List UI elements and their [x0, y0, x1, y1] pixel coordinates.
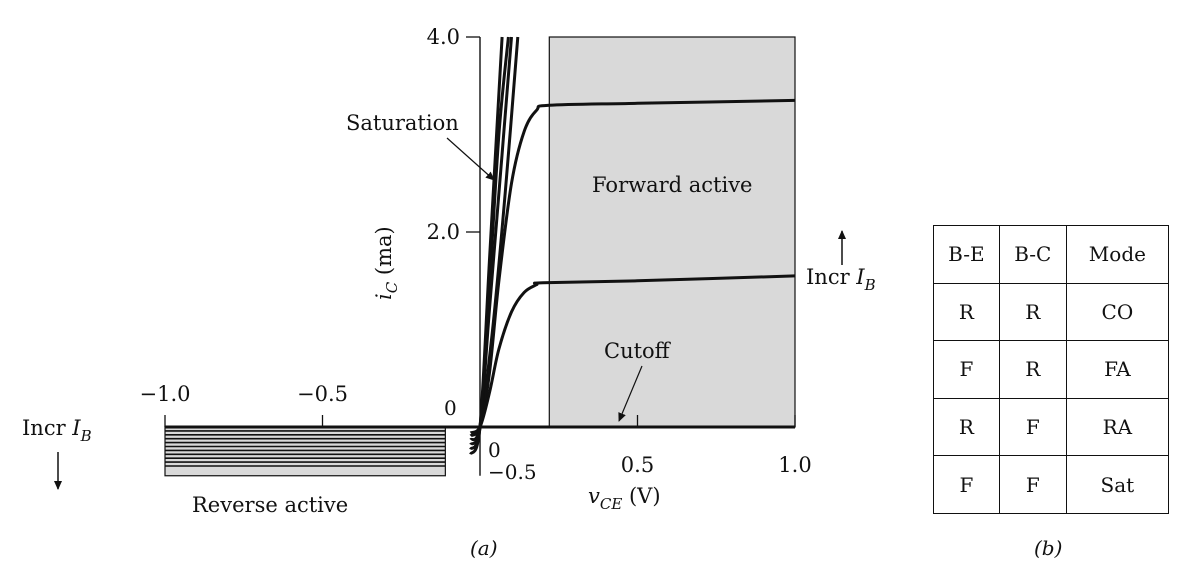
caption-b: (b)	[1034, 536, 1063, 560]
y-zero-label: 0	[444, 396, 457, 420]
table-header-cell: B-C	[998, 225, 1067, 284]
table-cell: R	[933, 282, 1000, 342]
table-cell: F	[998, 397, 1067, 457]
table-cell: Sat	[1065, 455, 1170, 514]
saturation-arrow	[446, 137, 495, 181]
junction-mode-table: B-E B-C Mode R R CO F R FA R F RA F F Sa…	[933, 225, 1170, 514]
ic-curve	[469, 98, 796, 438]
table-cell: RA	[1065, 397, 1170, 457]
table-cell: R	[998, 340, 1067, 399]
table-row: R R CO	[933, 282, 1170, 342]
axis-ticks	[164, 36, 796, 427]
x-tick-label: 1.0	[778, 453, 811, 477]
ic-curves	[165, 36, 796, 456]
table-cell: CO	[1065, 282, 1170, 342]
x-axis-label: vCE (V)	[588, 484, 661, 513]
x-tick-label: −1.0	[140, 382, 191, 406]
table-cell: F	[933, 340, 1000, 399]
table-header-cell: B-E	[933, 225, 1000, 284]
table-cell: R	[933, 397, 1000, 457]
table-cell: F	[998, 455, 1067, 514]
reverse-active-label: Reverse active	[192, 493, 348, 517]
reverse-active-curves	[165, 430, 446, 467]
saturation-label: Saturation	[346, 111, 459, 135]
forward-active-label: Forward active	[592, 173, 752, 197]
incr-ib-left-label: Incr IB	[22, 416, 92, 445]
caption-a: (a)	[470, 536, 498, 560]
ic-curve	[469, 274, 796, 435]
y-tick-label: 4.0	[427, 25, 460, 49]
x-zero-label: 0	[488, 438, 501, 462]
forward-active-region	[548, 36, 796, 428]
table-row: F F Sat	[933, 455, 1170, 514]
y-tick-label: 2.0	[427, 220, 460, 244]
x-tick-labels: −1.0 −0.5 0.5 1.0	[140, 382, 812, 477]
table-cell: R	[998, 282, 1067, 342]
transistor-characteristics-plot: −1.0 −0.5 0.5 1.0 4.0 2.0 0 0 −0.5 vCE (V) i…	[22, 25, 876, 517]
y-axis-label: iC (ma)	[372, 226, 401, 300]
x-tick-label: −0.5	[297, 382, 348, 406]
ic-curve	[469, 36, 504, 456]
incr-ib-right-label: Incr IB	[806, 265, 876, 294]
cutoff-arrow	[618, 365, 643, 422]
table-header-cell: Mode	[1065, 225, 1170, 284]
table-cell: FA	[1065, 340, 1170, 399]
x-tick-label: 0.5	[621, 453, 654, 477]
table-row: F R FA	[933, 340, 1170, 399]
cutoff-label: Cutoff	[604, 339, 672, 363]
table-cell: F	[933, 455, 1000, 514]
table-header-row: B-E B-C Mode	[933, 225, 1170, 284]
y-negative-label: −0.5	[488, 460, 537, 484]
y-tick-labels: 4.0 2.0	[427, 25, 460, 244]
table-row: R F RA	[933, 397, 1170, 457]
